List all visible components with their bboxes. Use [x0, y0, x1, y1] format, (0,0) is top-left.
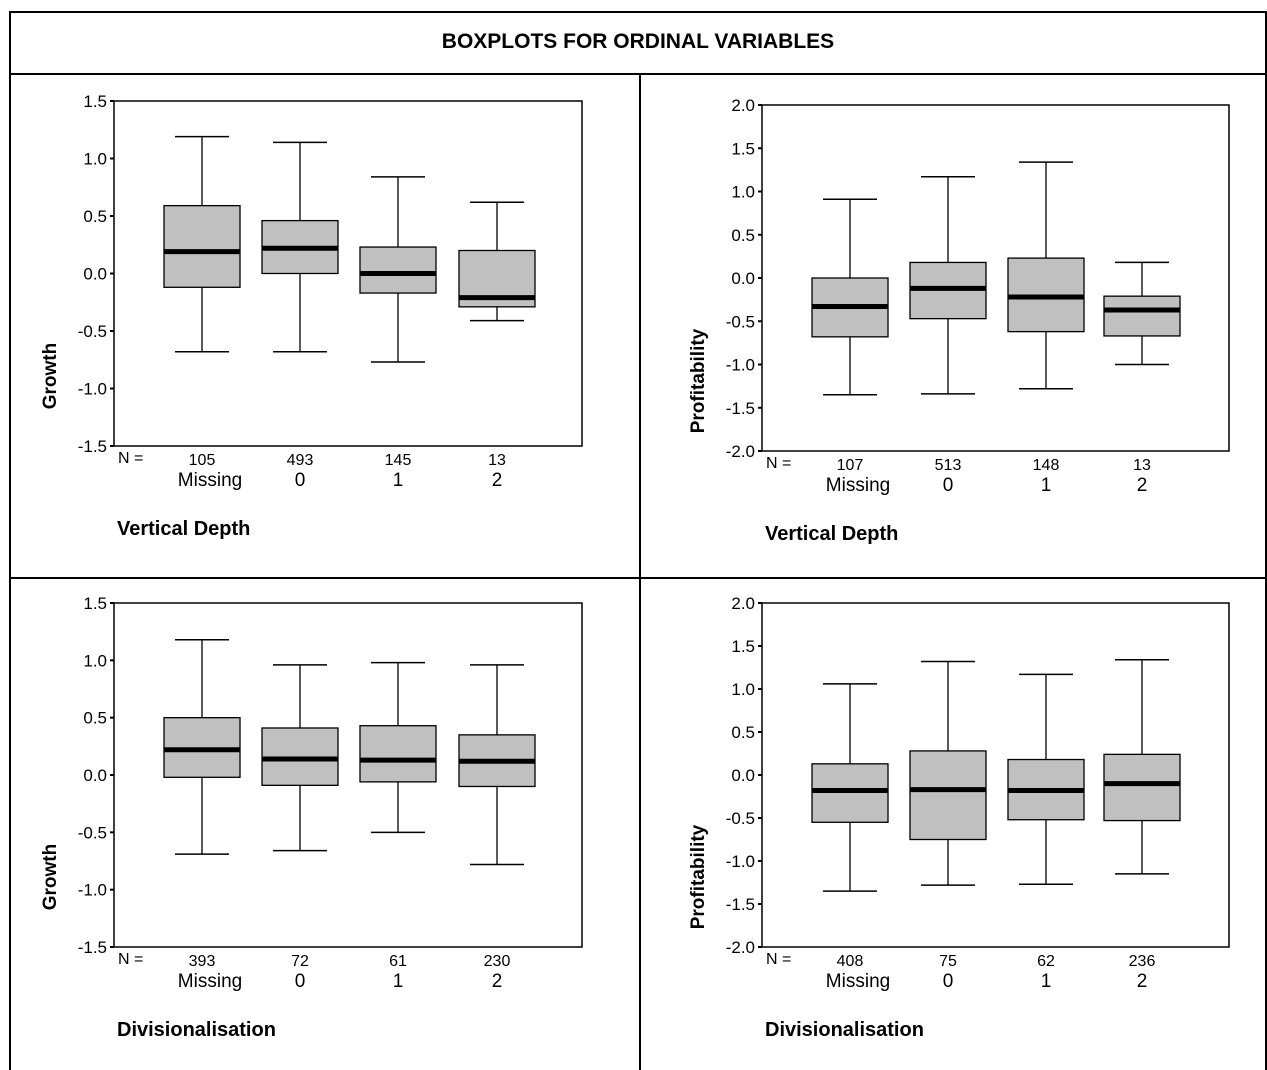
n-count: 493	[287, 452, 314, 469]
x-axis-label: Vertical Depth	[765, 523, 898, 545]
y-tick-label: 2.0	[731, 96, 755, 115]
box	[163, 204, 241, 288]
n-label: N =	[118, 450, 143, 467]
y-axis-label: Growth	[40, 343, 61, 410]
category-label: 2	[1137, 971, 1148, 992]
y-axis-label: Growth	[40, 844, 61, 911]
box	[1103, 753, 1181, 822]
box	[909, 750, 987, 841]
y-tick-label: 1.5	[83, 594, 107, 613]
category-label: 1	[393, 971, 404, 992]
n-label: N =	[118, 951, 143, 968]
y-tick-label: -1.0	[726, 852, 755, 871]
box	[359, 246, 437, 294]
n-count: 13	[1133, 457, 1151, 474]
grid-divider-vertical	[639, 75, 641, 1070]
category-label: 0	[943, 971, 954, 992]
x-axis-label: Divisionalisation	[117, 1019, 276, 1041]
y-tick-label: -0.5	[78, 823, 107, 842]
y-tick-label: -1.5	[78, 938, 107, 957]
category-label: 2	[1137, 475, 1148, 496]
x-axis-label: Divisionalisation	[765, 1019, 924, 1041]
y-tick-label: -0.5	[726, 809, 755, 828]
category-label: Missing	[826, 475, 890, 496]
y-tick-label: -1.5	[726, 895, 755, 914]
y-tick-label: 2.0	[731, 594, 755, 613]
box	[811, 763, 889, 823]
n-count: 393	[189, 953, 216, 970]
category-label: 0	[295, 470, 306, 491]
y-tick-label: 1.0	[83, 651, 107, 670]
y-tick-label: -0.5	[78, 322, 107, 341]
x-axis-label: Vertical Depth	[117, 518, 250, 540]
n-label: N =	[766, 951, 791, 968]
y-tick-label: 0.5	[83, 709, 107, 728]
y-tick-label: 1.0	[731, 183, 755, 202]
y-tick-label: 0.0	[731, 766, 755, 785]
category-label: 0	[295, 971, 306, 992]
n-count: 148	[1033, 457, 1060, 474]
category-label: 1	[1041, 475, 1052, 496]
n-count: 105	[189, 452, 216, 469]
category-label: Missing	[178, 470, 242, 491]
grid-divider-horizontal	[9, 577, 1267, 579]
y-tick-label: 1.0	[83, 150, 107, 169]
n-count: 513	[935, 457, 962, 474]
n-count: 75	[939, 953, 957, 970]
category-label: Missing	[826, 971, 890, 992]
y-tick-label: 1.0	[731, 680, 755, 699]
y-tick-label: 0.0	[83, 265, 107, 284]
n-count: 107	[837, 457, 864, 474]
y-tick-label: -1.0	[726, 356, 755, 375]
box	[1103, 295, 1181, 337]
y-tick-label: -1.0	[78, 881, 107, 900]
box	[359, 725, 437, 783]
y-tick-label: 0.5	[731, 226, 755, 245]
n-count: 13	[488, 452, 506, 469]
n-count: 230	[484, 953, 511, 970]
y-tick-label: -1.0	[78, 380, 107, 399]
category-label: 2	[492, 971, 503, 992]
n-count: 236	[1129, 953, 1156, 970]
y-tick-label: 0.0	[83, 766, 107, 785]
n-label: N =	[766, 455, 791, 472]
y-tick-label: 1.5	[731, 139, 755, 158]
category-label: 1	[393, 470, 404, 491]
n-count: 408	[837, 953, 864, 970]
y-axis-label: Profitability	[688, 328, 709, 433]
y-tick-label: 0.0	[731, 269, 755, 288]
n-count: 62	[1037, 953, 1055, 970]
n-count: 61	[389, 953, 407, 970]
y-tick-label: 0.5	[83, 207, 107, 226]
y-axis-label: Profitability	[688, 824, 709, 929]
y-tick-label: 1.5	[731, 637, 755, 656]
y-tick-label: -2.0	[726, 938, 755, 957]
n-count: 145	[385, 452, 412, 469]
n-count: 72	[291, 953, 309, 970]
y-tick-label: 1.5	[83, 92, 107, 111]
category-label: 0	[943, 475, 954, 496]
y-tick-label: -0.5	[726, 312, 755, 331]
page-title: BOXPLOTS FOR ORDINAL VARIABLES	[9, 11, 1267, 75]
y-tick-label: -1.5	[78, 437, 107, 456]
y-tick-label: -1.5	[726, 399, 755, 418]
y-tick-label: 0.5	[731, 723, 755, 742]
figure-frame	[9, 11, 1267, 1070]
category-label: Missing	[178, 971, 242, 992]
category-label: 1	[1041, 971, 1052, 992]
y-tick-label: -2.0	[726, 442, 755, 461]
category-label: 2	[492, 470, 503, 491]
